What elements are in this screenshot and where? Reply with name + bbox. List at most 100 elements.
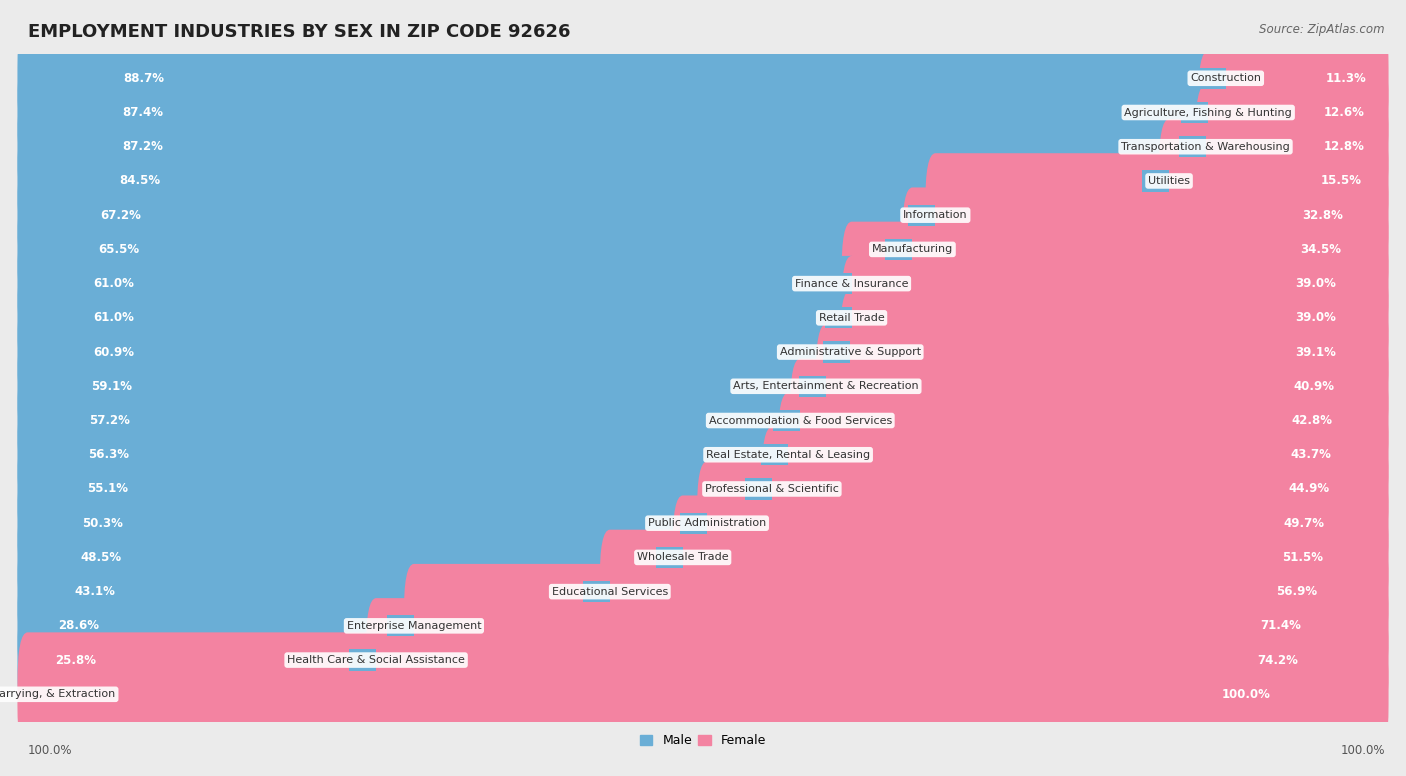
- Legend: Male, Female: Male, Female: [636, 729, 770, 752]
- Bar: [761, 444, 789, 466]
- FancyBboxPatch shape: [28, 63, 1378, 94]
- Bar: [1142, 171, 1168, 192]
- Text: Educational Services: Educational Services: [551, 587, 668, 597]
- FancyBboxPatch shape: [28, 644, 1378, 676]
- Text: Source: ZipAtlas.com: Source: ZipAtlas.com: [1260, 23, 1385, 36]
- Text: Real Estate, Rental & Leasing: Real Estate, Rental & Leasing: [706, 450, 870, 459]
- Text: 57.2%: 57.2%: [90, 414, 131, 427]
- Text: 32.8%: 32.8%: [1302, 209, 1343, 222]
- FancyBboxPatch shape: [17, 359, 810, 483]
- Bar: [800, 410, 827, 431]
- Bar: [852, 307, 879, 328]
- Text: 39.1%: 39.1%: [1295, 345, 1336, 359]
- Bar: [789, 444, 815, 466]
- FancyBboxPatch shape: [17, 50, 1219, 175]
- FancyBboxPatch shape: [28, 97, 1378, 128]
- Text: 56.3%: 56.3%: [89, 449, 129, 461]
- Text: 59.1%: 59.1%: [91, 379, 132, 393]
- FancyBboxPatch shape: [28, 199, 1378, 231]
- Text: Professional & Scientific: Professional & Scientific: [704, 484, 839, 494]
- Text: Retail Trade: Retail Trade: [818, 313, 884, 323]
- FancyBboxPatch shape: [17, 222, 862, 345]
- Text: 40.9%: 40.9%: [1294, 379, 1334, 393]
- Text: Transportation & Warehousing: Transportation & Warehousing: [1121, 142, 1289, 152]
- Bar: [387, 615, 413, 636]
- Text: 12.8%: 12.8%: [1323, 140, 1365, 153]
- FancyBboxPatch shape: [28, 336, 1378, 368]
- Bar: [773, 410, 800, 431]
- FancyBboxPatch shape: [1159, 119, 1389, 243]
- Text: 67.2%: 67.2%: [100, 209, 141, 222]
- FancyBboxPatch shape: [17, 119, 1180, 243]
- Bar: [825, 376, 853, 397]
- Bar: [1205, 136, 1233, 158]
- Text: 100.0%: 100.0%: [28, 743, 73, 757]
- Text: 34.5%: 34.5%: [1301, 243, 1341, 256]
- FancyBboxPatch shape: [17, 85, 1216, 209]
- Bar: [582, 581, 610, 602]
- FancyBboxPatch shape: [925, 153, 1389, 277]
- Bar: [1168, 171, 1197, 192]
- Bar: [886, 239, 912, 260]
- FancyBboxPatch shape: [28, 405, 1378, 436]
- FancyBboxPatch shape: [17, 495, 693, 619]
- Text: Mining, Quarrying, & Extraction: Mining, Quarrying, & Extraction: [0, 689, 115, 699]
- FancyBboxPatch shape: [17, 188, 922, 311]
- Text: Wholesale Trade: Wholesale Trade: [637, 553, 728, 563]
- FancyBboxPatch shape: [778, 393, 1389, 517]
- Text: Administrative & Support: Administrative & Support: [780, 347, 921, 357]
- Text: 44.9%: 44.9%: [1289, 483, 1330, 495]
- FancyBboxPatch shape: [17, 530, 620, 653]
- Text: 100.0%: 100.0%: [1222, 688, 1271, 701]
- FancyBboxPatch shape: [28, 610, 1378, 642]
- FancyBboxPatch shape: [17, 256, 862, 379]
- Text: Finance & Insurance: Finance & Insurance: [794, 279, 908, 289]
- Text: 55.1%: 55.1%: [87, 483, 128, 495]
- FancyBboxPatch shape: [1216, 16, 1389, 140]
- FancyBboxPatch shape: [815, 324, 1389, 449]
- Text: 74.2%: 74.2%: [1257, 653, 1298, 667]
- FancyBboxPatch shape: [28, 508, 1378, 539]
- Text: Construction: Construction: [1191, 73, 1261, 83]
- Text: 39.0%: 39.0%: [1295, 277, 1336, 290]
- FancyBboxPatch shape: [903, 188, 1389, 311]
- FancyBboxPatch shape: [599, 530, 1389, 653]
- Text: 61.0%: 61.0%: [93, 311, 135, 324]
- FancyBboxPatch shape: [28, 473, 1378, 504]
- Text: Arts, Entertainment & Recreation: Arts, Entertainment & Recreation: [733, 381, 918, 391]
- FancyBboxPatch shape: [697, 461, 1389, 585]
- Text: 43.1%: 43.1%: [75, 585, 115, 598]
- FancyBboxPatch shape: [672, 495, 1389, 619]
- FancyBboxPatch shape: [28, 542, 1378, 573]
- Text: 49.7%: 49.7%: [1284, 517, 1324, 530]
- Bar: [1226, 68, 1253, 89]
- Text: 61.0%: 61.0%: [93, 277, 135, 290]
- Text: EMPLOYMENT INDUSTRIES BY SEX IN ZIP CODE 92626: EMPLOYMENT INDUSTRIES BY SEX IN ZIP CODE…: [28, 23, 571, 41]
- Text: 50.3%: 50.3%: [82, 517, 122, 530]
- Bar: [681, 513, 707, 534]
- Text: 48.5%: 48.5%: [80, 551, 121, 564]
- Text: Enterprise Management: Enterprise Management: [347, 621, 481, 631]
- Text: 88.7%: 88.7%: [124, 71, 165, 85]
- FancyBboxPatch shape: [28, 439, 1378, 470]
- Text: Manufacturing: Manufacturing: [872, 244, 953, 255]
- Text: Accommodation & Food Services: Accommodation & Food Services: [709, 415, 891, 425]
- Text: 87.4%: 87.4%: [122, 106, 163, 119]
- Text: 11.3%: 11.3%: [1326, 71, 1367, 85]
- Text: 25.8%: 25.8%: [55, 653, 97, 667]
- Bar: [683, 547, 710, 568]
- Bar: [1178, 136, 1205, 158]
- FancyBboxPatch shape: [28, 268, 1378, 300]
- Text: 28.6%: 28.6%: [59, 619, 100, 632]
- FancyBboxPatch shape: [28, 131, 1378, 162]
- Text: Health Care & Social Assistance: Health Care & Social Assistance: [287, 655, 465, 665]
- Bar: [375, 650, 404, 670]
- Bar: [852, 273, 879, 294]
- Bar: [349, 650, 375, 670]
- FancyBboxPatch shape: [790, 359, 1389, 483]
- Text: 60.9%: 60.9%: [93, 345, 135, 359]
- Text: 84.5%: 84.5%: [120, 175, 160, 188]
- FancyBboxPatch shape: [1195, 85, 1389, 209]
- Bar: [799, 376, 825, 397]
- FancyBboxPatch shape: [28, 678, 1378, 710]
